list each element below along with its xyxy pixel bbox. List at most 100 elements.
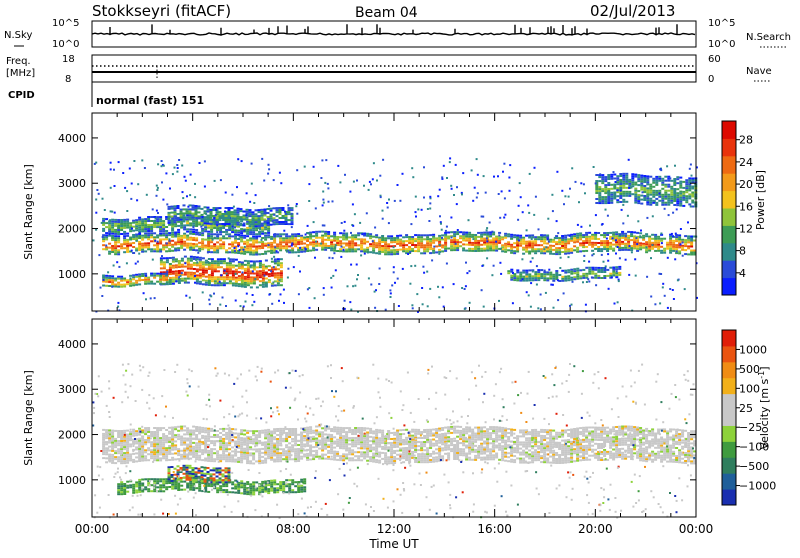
heatmap-speckle: [394, 282, 396, 284]
heatmap-cell: [348, 439, 351, 441]
heatmap-cell: [441, 244, 444, 246]
heatmap-speckle: [323, 225, 325, 227]
heatmap-cell: [342, 455, 345, 457]
heatmap-speckle: [509, 164, 511, 166]
heatmap-cell: [195, 458, 198, 460]
heatmap-cell: [616, 199, 619, 201]
heatmap-cell: [393, 444, 396, 446]
heatmap-cell: [108, 277, 111, 279]
heatmap-cell: [549, 276, 552, 278]
heatmap-cell: [126, 446, 129, 448]
heatmap-cell: [684, 235, 687, 237]
heatmap-cell: [198, 443, 201, 445]
heatmap-speckle: [110, 168, 112, 170]
heatmap-speckle: [627, 215, 629, 217]
heatmap-cell: [462, 239, 465, 241]
heatmap-cell: [153, 232, 156, 234]
heatmap-cell: [616, 195, 619, 197]
heatmap-cell: [234, 449, 237, 451]
heatmap-cell: [279, 207, 282, 209]
heatmap-cell: [120, 446, 123, 448]
heatmap-cell: [628, 181, 631, 183]
heatmap-speckle: [98, 193, 100, 195]
heatmap-cell: [372, 252, 375, 254]
heatmap-cell: [363, 443, 366, 445]
heatmap-cell: [144, 236, 147, 238]
heatmap-cell: [645, 241, 648, 243]
heatmap-cell: [213, 219, 216, 221]
heatmap-cell: [270, 447, 273, 449]
heatmap-cell: [661, 196, 664, 198]
heatmap-speckle: [442, 286, 444, 288]
heatmap-cell: [585, 232, 588, 234]
heatmap-cell: [255, 448, 258, 450]
heatmap-cell: [246, 209, 249, 211]
heatmap-cell: [279, 217, 282, 219]
heatmap-cell: [595, 174, 598, 176]
heatmap-cell: [582, 273, 585, 275]
heatmap-speckle: [675, 233, 677, 235]
heatmap-cell: [591, 271, 594, 273]
heatmap-cell: [172, 277, 175, 279]
heatmap-cell: [192, 239, 195, 241]
heatmap-cell: [265, 282, 268, 284]
heatmap-speckle: [107, 271, 109, 273]
heatmap-cell: [646, 197, 649, 199]
heatmap-speckle: [237, 158, 239, 160]
heatmap-cell: [321, 454, 324, 456]
heatmap-speckle: [563, 292, 565, 294]
heatmap-speckle: [225, 192, 227, 194]
heatmap-cell: [223, 282, 226, 284]
heatmap-cell: [111, 450, 114, 452]
heatmap-cell: [597, 248, 600, 250]
heatmap-cell: [462, 243, 465, 245]
heatmap-cell: [186, 245, 189, 247]
heatmap-speckle: [583, 183, 585, 185]
heatmap-speckle: [124, 187, 126, 189]
heatmap-cell: [345, 443, 348, 445]
heatmap-cell: [252, 242, 255, 244]
heatmap-cell: [573, 270, 576, 272]
heatmap-speckle: [228, 257, 230, 259]
heatmap-cell: [558, 247, 561, 249]
heatmap-speckle: [667, 307, 669, 309]
heatmap-cell: [691, 192, 694, 194]
heatmap-cell: [495, 236, 498, 238]
heatmap-cell: [120, 284, 123, 286]
heatmap-cell: [114, 458, 117, 460]
heatmap-cell: [264, 228, 267, 230]
heatmap-cell: [513, 277, 516, 279]
heatmap-speckle: [138, 253, 140, 255]
heatmap-cell: [321, 456, 324, 458]
heatmap-speckle: [530, 261, 532, 263]
heatmap-speckle: [449, 161, 451, 163]
heatmap-cell: [618, 268, 621, 270]
heatmap-cell: [204, 228, 207, 230]
heatmap-cell: [679, 203, 682, 205]
heatmap-cell: [114, 251, 117, 253]
heatmap-cell: [570, 252, 573, 254]
heatmap-cell: [429, 242, 432, 244]
heatmap-cell: [123, 241, 126, 243]
heatmap-cell: [453, 231, 456, 233]
heatmap-cell: [238, 261, 241, 263]
heatmap-cell: [567, 279, 570, 281]
heatmap-cell: [246, 444, 249, 446]
heatmap-cell: [256, 272, 259, 274]
heatmap-cell: [102, 228, 105, 230]
y-tick-label: 4000: [58, 132, 86, 145]
heatmap-speckle: [397, 278, 399, 280]
heatmap-cell: [615, 241, 618, 243]
heatmap-cell: [168, 248, 171, 250]
heatmap-cell: [384, 454, 387, 456]
heatmap-cell: [160, 259, 163, 261]
heatmap-cell: [468, 250, 471, 252]
colorbar-swatch: [722, 156, 736, 174]
heatmap-speckle: [372, 240, 374, 242]
heatmap-cell: [126, 462, 129, 464]
heatmap-cell: [330, 444, 333, 446]
heatmap-cell: [390, 452, 393, 454]
heatmap-cell: [652, 178, 655, 180]
heatmap-cell: [594, 277, 597, 279]
